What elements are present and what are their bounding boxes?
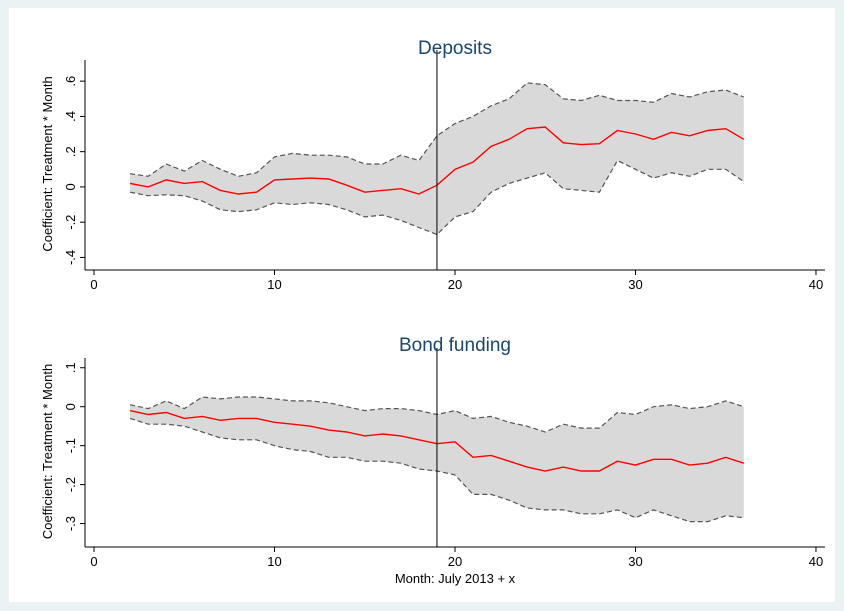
ci-upper-line [130, 82, 745, 177]
y-tick-label: .1 [63, 362, 78, 373]
x-tick-label: 40 [809, 554, 823, 569]
y-tick-label: .2 [63, 146, 78, 157]
x-tick-label: 20 [448, 554, 462, 569]
y-tick-label: -.2 [63, 477, 78, 492]
x-tick-label: 0 [90, 277, 97, 292]
x-tick-label: 30 [628, 277, 642, 292]
y-axis-label: Coefficient: Treatment * Month [40, 364, 55, 539]
y-axis-label: Coefficient: Treatment * Month [40, 76, 55, 251]
x-axis-label: Month: July 2013 + x [395, 571, 516, 586]
x-tick-label: 40 [809, 277, 823, 292]
y-tick-label: 0 [63, 183, 78, 190]
y-tick-label: .4 [63, 111, 78, 122]
y-tick-label: -.4 [63, 250, 78, 265]
x-tick-label: 20 [448, 277, 462, 292]
y-tick-label: 0 [63, 403, 78, 410]
y-tick-label: -.2 [63, 215, 78, 230]
y-tick-label: .6 [63, 76, 78, 87]
x-tick-label: 10 [267, 554, 281, 569]
y-tick-label: -.3 [63, 516, 78, 531]
panel-title: Bond funding [399, 335, 511, 356]
y-tick-label: -.1 [63, 438, 78, 453]
x-tick-label: 10 [267, 277, 281, 292]
x-tick-label: 0 [90, 554, 97, 569]
x-tick-label: 30 [628, 554, 642, 569]
ci-lower-line [129, 159, 745, 236]
panel-title: Deposits [418, 38, 492, 59]
